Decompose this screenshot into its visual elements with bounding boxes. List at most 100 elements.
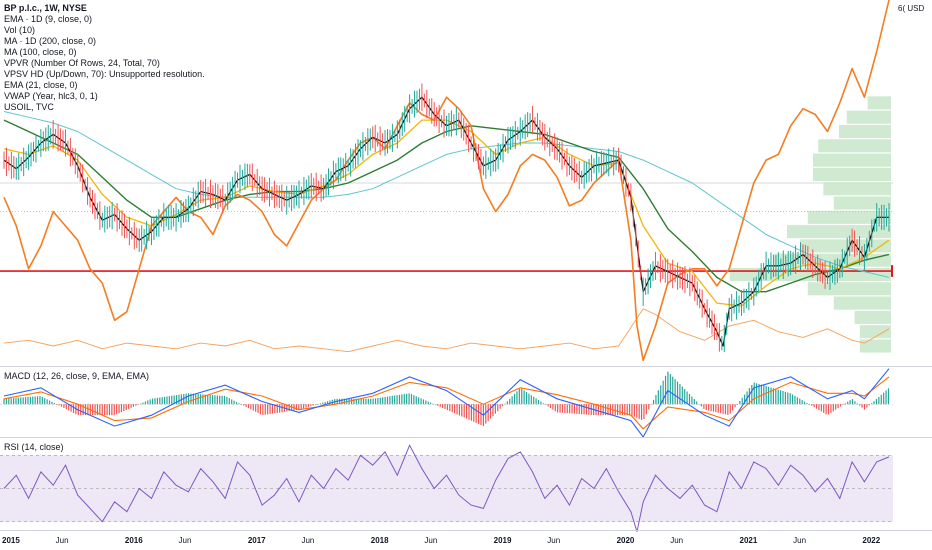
macd-histogram-bar [657,390,659,405]
x-axis-tick: Jun [670,536,683,545]
macd-histogram-bar [856,403,858,405]
macd-histogram-bar [691,396,693,405]
rsi-line [3,444,890,532]
macd-histogram-bar [257,404,259,414]
macd-histogram-bar [454,404,456,414]
macd-histogram-bar [413,395,415,405]
vpvr-bar [813,153,891,167]
macd-histogram-bar [99,404,101,416]
macd-histogram-bar [535,398,537,405]
macd-histogram-bar [24,397,27,405]
macd-histogram-bar [175,395,178,405]
macd-histogram-bar [602,404,604,416]
macd-histogram-bar [492,404,494,417]
macd-histogram-bar [362,398,365,405]
legend-vwap[interactable]: VWAP (Year, hlc3, 0, 1) [4,91,98,101]
macd-histogram-bar [600,404,602,416]
macd-histogram-bar [228,398,230,405]
macd-histogram-bar [288,404,290,412]
macd-histogram-bar [473,404,475,422]
macd-histogram-bar [166,396,168,405]
macd-histogram-bar [65,404,67,410]
macd-histogram-bar [499,404,501,409]
macd-histogram-bar [406,393,408,405]
macd-histogram-bar [607,404,609,416]
macd-histogram-bar [63,404,65,408]
macd-histogram-bar [185,393,187,405]
macd-histogram-bar [142,402,144,405]
macd-histogram-bar [96,404,99,416]
vpvr-bar [859,325,891,339]
macd-histogram-bar [732,404,734,411]
macd-histogram-bar [425,400,427,405]
macd-histogram-bar [84,404,87,416]
legend-usoil[interactable]: USOIL, TVC [4,102,54,112]
macd-histogram-bar [561,404,564,413]
legend-ema-1d[interactable]: EMA · 1D (9, close, 0) [4,14,93,24]
macd-histogram-bar [650,404,652,405]
macd-histogram-bar [231,399,233,405]
x-axis-tick: 2018 [371,536,389,545]
macd-histogram-bar [885,390,887,405]
macd-histogram-bar [394,395,396,405]
legend-ma-100[interactable]: MA (100, close, 0) [4,47,77,57]
macd-histogram-bar [104,404,106,416]
macd-histogram-bar [842,404,844,405]
macd-histogram-bar [269,404,271,414]
vpvr-bar [774,253,891,267]
macd-histogram-bar [631,404,633,416]
macd-histogram-bar [120,404,123,413]
macd-histogram-bar [811,404,813,406]
macd-histogram-bar [751,385,753,405]
macd-histogram-bar [82,404,84,416]
macd-histogram-bar [504,403,506,405]
macd-histogram-bar [173,395,175,405]
macd-histogram-bar [799,398,801,405]
macd-histogram-bar [708,404,710,411]
macd-histogram-bar [717,404,719,413]
legend-title[interactable]: BP p.l.c., 1W, NYSE [4,3,87,13]
macd-histogram-bar [154,398,156,405]
legend-ma-1d-200[interactable]: MA · 1D (200, close, 0) [4,36,97,46]
macd-signal-line [3,376,890,430]
macd-histogram-bar [444,404,446,410]
macd-histogram-bar [149,399,151,405]
macd-histogram-bar [178,394,180,405]
macd-histogram-bar [487,404,489,422]
macd-histogram-bar [844,403,846,405]
macd-histogram-bar [878,396,880,405]
macd-histogram-bar [437,404,439,406]
macd-histogram-bar [15,397,17,405]
macd-histogram-bar [724,404,727,415]
macd-histogram-bar [710,404,712,412]
macd-histogram-bar [353,398,355,405]
macd-histogram-bar [108,404,111,416]
macd-histogram-bar [688,394,691,405]
currency-label[interactable]: 6( USD [898,4,925,13]
macd-histogram-bar [420,398,422,405]
macd-histogram-bar [820,404,822,412]
vpvr-bar [800,239,891,253]
legend-vpsv[interactable]: VPSV HD (Up/Down, 70): Unsupported resol… [4,69,205,79]
macd-histogram-bar [365,398,367,405]
macd-legend-label[interactable]: MACD (12, 26, close, 9, EMA, EMA) [4,371,150,381]
macd-histogram-bar [152,398,154,405]
macd-histogram-bar [295,404,298,411]
rsi-legend-label[interactable]: RSI (14, close) [4,442,64,452]
macd-histogram-bar [259,404,262,415]
macd-histogram-bar [238,403,240,405]
legend-vpvr[interactable]: VPVR (Number Of Rows, 24, Total, 70) [4,58,160,68]
legend-vol[interactable]: Vol (10) [4,25,36,35]
macd-histogram-bar [722,404,724,414]
legend-ema-21[interactable]: EMA (21, close, 0) [4,80,78,90]
macd-histogram-bar [137,404,139,405]
macd-histogram-bar [312,404,314,406]
macd-histogram-bar [571,404,573,414]
macd-histogram-bar [358,398,360,405]
macd-histogram-bar [720,404,722,414]
rsi-legend[interactable]: RSI (14, close) [4,442,64,453]
macd-legend[interactable]: MACD (12, 26, close, 9, EMA, EMA) [4,371,149,382]
macd-histogram-bar [480,404,482,426]
vpvr-bar [854,310,891,324]
